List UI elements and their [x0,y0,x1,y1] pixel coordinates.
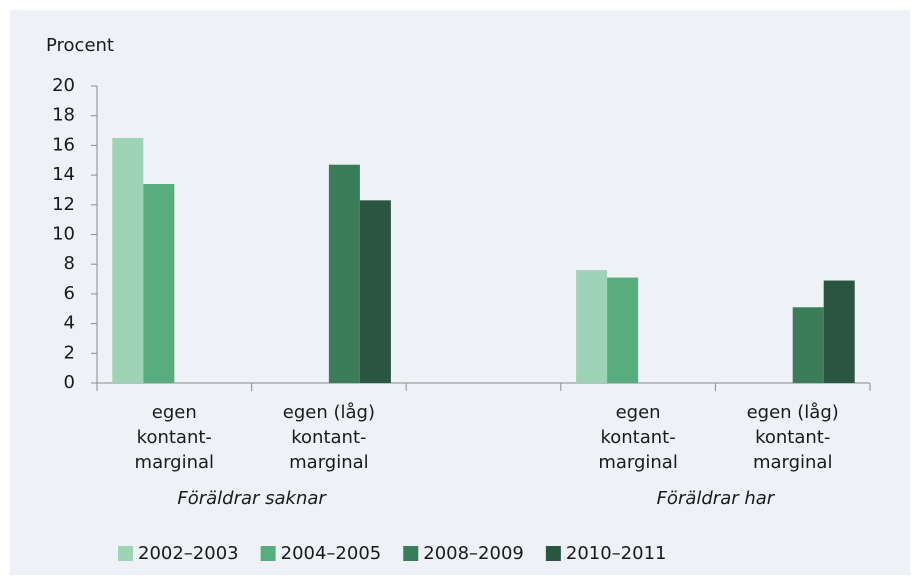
y-tick-label: 0 [64,372,75,393]
bar [328,164,360,383]
x-tick-label: egen [152,402,197,423]
legend-swatch [403,546,419,561]
x-tick-label: marginal [598,452,678,473]
y-tick-label: 4 [64,313,75,334]
x-tick-label: kontant- [291,427,366,448]
y-tick-label: 16 [52,134,75,155]
x-tick-label: marginal [289,452,369,473]
x-tick-label: marginal [753,452,833,473]
bar [143,184,175,383]
bar [823,280,855,383]
bar [576,270,608,383]
legend-swatch [545,546,561,561]
x-tick-label: egen [616,402,661,423]
x-tick-label: kontant- [755,427,830,448]
legend-label: 2008–2009 [423,543,524,564]
y-axis-label: Procent [46,35,114,56]
legend-label: 2002–2003 [138,543,239,564]
bar [112,137,144,383]
y-tick-label: 18 [52,105,75,126]
x-tick-label: egen (låg) [283,402,375,423]
group-label: Föräldrar saknar [177,488,327,509]
y-tick-label: 20 [52,75,75,96]
y-tick-label: 10 [52,224,75,245]
legend-swatch [118,546,133,561]
x-tick-label: marginal [135,452,215,473]
y-tick-label: 2 [64,342,75,363]
y-tick-label: 8 [64,253,75,274]
legend-swatch [260,546,276,561]
group-label: Föräldrar har [657,488,776,509]
bar [359,200,391,383]
y-tick-label: 6 [64,283,75,304]
y-tick-label: 12 [52,194,75,215]
x-tick-label: kontant- [600,427,675,448]
legend-label: 2004–2005 [281,543,382,564]
x-tick-label: egen (låg) [747,402,839,423]
x-tick-label: kontant- [137,427,212,448]
bar [792,307,824,383]
bar [607,277,639,383]
legend-label: 2010–2011 [566,543,667,564]
y-tick-label: 14 [52,164,75,185]
